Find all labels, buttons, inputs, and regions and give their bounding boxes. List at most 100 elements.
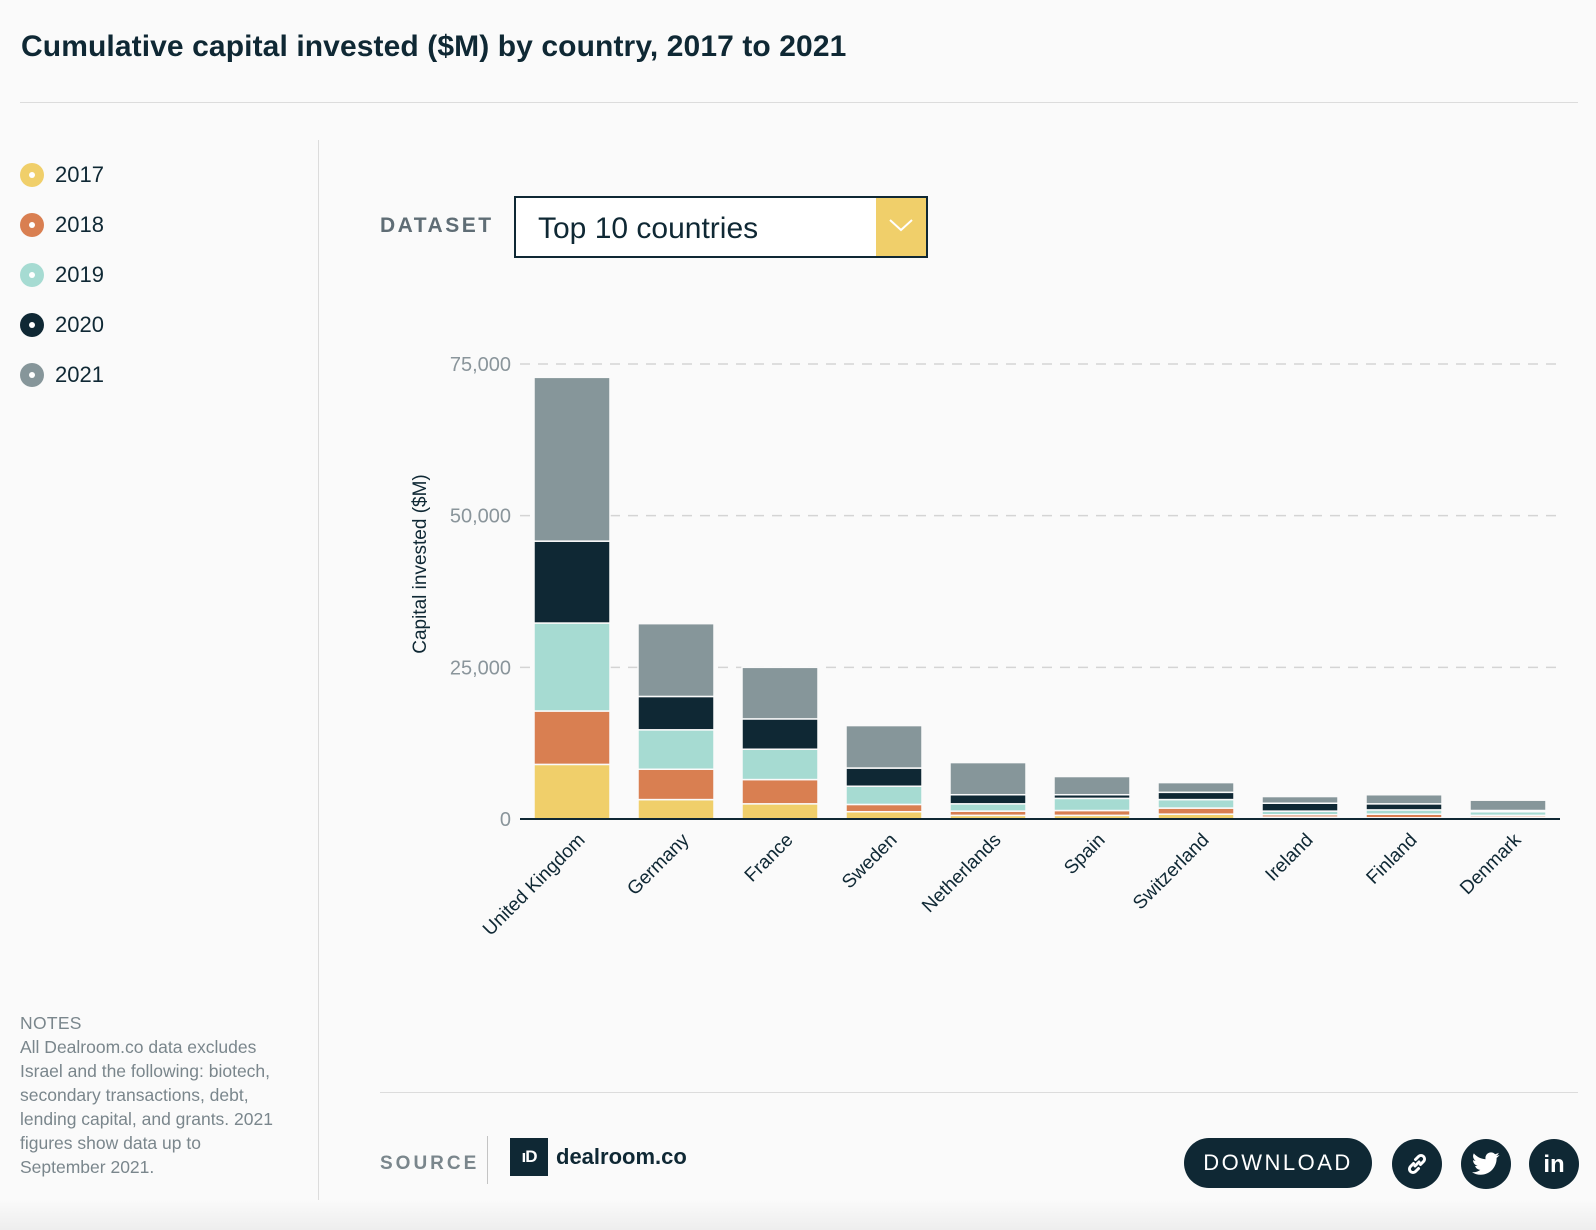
legend-marker-2021 bbox=[20, 363, 44, 387]
bar-denmark-2021[interactable] bbox=[1469, 799, 1547, 812]
bar-germany-2017[interactable] bbox=[637, 798, 715, 820]
chart-title: Cumulative capital invested ($M) by coun… bbox=[21, 30, 847, 63]
x-axis-ticks: United Kingdom Germany France Sweden Netherl… bbox=[479, 829, 1526, 940]
bar-switzerland-2020[interactable] bbox=[1157, 791, 1235, 801]
bar-netherlands-2020[interactable] bbox=[949, 793, 1027, 805]
twitter-icon bbox=[1472, 1152, 1500, 1175]
dealroom-logo-mark: ıD bbox=[510, 1138, 548, 1176]
legend-item-2017[interactable]: 2017 bbox=[20, 150, 104, 200]
x-tick-label-switzerland: Switzerland bbox=[1129, 830, 1213, 914]
bar-sweden-2019[interactable] bbox=[845, 785, 923, 806]
bar-united-kingdom-2021[interactable] bbox=[533, 376, 611, 542]
bar-united-kingdom-2017[interactable] bbox=[533, 763, 611, 820]
bar-germany-2020[interactable] bbox=[637, 695, 715, 731]
notes-title: NOTES bbox=[20, 1013, 82, 1033]
legend-label-2017: 2017 bbox=[55, 162, 104, 187]
bar-stack-switzerland[interactable] bbox=[1157, 781, 1235, 820]
legend-item-2018[interactable]: 2018 bbox=[20, 200, 104, 250]
bar-stack-denmark[interactable] bbox=[1469, 799, 1547, 820]
bar-stack-united-kingdom[interactable] bbox=[533, 376, 611, 820]
y-tick-label-25000: 25,000 bbox=[450, 657, 511, 679]
copy-link-button[interactable] bbox=[1392, 1139, 1442, 1189]
bar-france-2017[interactable] bbox=[741, 803, 819, 820]
source-divider bbox=[487, 1136, 488, 1184]
legend-marker-2017 bbox=[20, 163, 44, 187]
bar-united-kingdom-2020[interactable] bbox=[533, 540, 611, 624]
legend-marker-2019 bbox=[20, 263, 44, 287]
y-tick-label-75000: 75,000 bbox=[450, 354, 511, 376]
legend-label-2018: 2018 bbox=[55, 212, 104, 237]
legend-label-2021: 2021 bbox=[55, 362, 104, 387]
download-button[interactable]: DOWNLOAD bbox=[1184, 1138, 1372, 1188]
bar-stack-sweden[interactable] bbox=[845, 724, 923, 820]
bar-switzerland-2021[interactable] bbox=[1157, 781, 1235, 794]
bottom-fade bbox=[0, 1200, 1596, 1230]
bar-switzerland-2019[interactable] bbox=[1157, 798, 1235, 809]
bar-netherlands-2019[interactable] bbox=[949, 803, 1027, 812]
y-axis-label: Capital invested ($M) bbox=[410, 474, 431, 654]
legend-marker-2020 bbox=[20, 313, 44, 337]
dataset-label: DATASET bbox=[380, 214, 494, 237]
y-tick-label-50000: 50,000 bbox=[450, 506, 511, 528]
bar-france-2020[interactable] bbox=[741, 718, 819, 750]
x-tick-label-finland: Finland bbox=[1363, 830, 1422, 889]
link-icon bbox=[1407, 1153, 1427, 1175]
bar-sweden-2021[interactable] bbox=[845, 724, 923, 769]
bar-finland-2021[interactable] bbox=[1365, 793, 1443, 805]
notes-text: All Dealroom.co data excludes Israel and… bbox=[20, 1037, 273, 1177]
dataset-dropdown-toggle[interactable] bbox=[876, 198, 926, 256]
bar-stack-germany[interactable] bbox=[637, 622, 715, 820]
bar-stack-ireland[interactable] bbox=[1261, 795, 1339, 820]
x-tick-label-netherlands: Netherlands bbox=[918, 830, 1005, 917]
x-tick-label-denmark: Denmark bbox=[1456, 829, 1526, 899]
legend-label-2020: 2020 bbox=[55, 312, 104, 337]
x-tick-label-ireland: Ireland bbox=[1262, 830, 1318, 886]
bars bbox=[533, 376, 1547, 820]
y-tick-label-0: 0 bbox=[500, 809, 511, 831]
share-twitter-button[interactable] bbox=[1461, 1139, 1511, 1189]
footer-divider bbox=[380, 1092, 1578, 1093]
bar-germany-2021[interactable] bbox=[637, 622, 715, 698]
bar-ireland-2021[interactable] bbox=[1261, 795, 1339, 804]
bar-germany-2018[interactable] bbox=[637, 768, 715, 801]
bar-finland-2020[interactable] bbox=[1365, 803, 1443, 811]
bar-france-2018[interactable] bbox=[741, 778, 819, 805]
bar-france-2021[interactable] bbox=[741, 666, 819, 720]
bar-germany-2019[interactable] bbox=[637, 729, 715, 771]
source-label: SOURCE bbox=[380, 1153, 480, 1174]
legend-label-2019: 2019 bbox=[55, 262, 104, 287]
bar-stack-finland[interactable] bbox=[1365, 793, 1443, 820]
legend-marker-2018 bbox=[20, 213, 44, 237]
dealroom-logo-name: dealroom.co bbox=[556, 1144, 687, 1169]
bar-ireland-2020[interactable] bbox=[1261, 802, 1339, 812]
legend-item-2021[interactable]: 2021 bbox=[20, 350, 104, 400]
linkedin-icon: in bbox=[1543, 1151, 1564, 1178]
dataset-selected-value: Top 10 countries bbox=[538, 212, 759, 245]
chevron-down-icon bbox=[889, 219, 913, 232]
bar-spain-2019[interactable] bbox=[1053, 797, 1131, 812]
bar-stack-netherlands[interactable] bbox=[949, 761, 1027, 820]
bar-france-2019[interactable] bbox=[741, 748, 819, 781]
bar-stack-spain[interactable] bbox=[1053, 775, 1131, 820]
bar-sweden-2018[interactable] bbox=[845, 803, 923, 813]
legend-item-2019[interactable]: 2019 bbox=[20, 250, 104, 300]
bar-united-kingdom-2018[interactable] bbox=[533, 710, 611, 766]
bar-sweden-2020[interactable] bbox=[845, 767, 923, 787]
bar-stack-france[interactable] bbox=[741, 666, 819, 820]
legend: 2017 2018 2019 2020 2021 bbox=[20, 150, 104, 400]
bar-netherlands-2021[interactable] bbox=[949, 761, 1027, 796]
bar-switzerland-2018[interactable] bbox=[1157, 807, 1235, 815]
y-axis-ticks: 0 25,000 50,000 75,000 bbox=[450, 354, 511, 831]
bar-sweden-2017[interactable] bbox=[845, 810, 923, 820]
sidebar-divider bbox=[318, 140, 319, 1202]
x-tick-label-germany: Germany bbox=[623, 829, 693, 899]
bar-spain-2021[interactable] bbox=[1053, 775, 1131, 796]
x-tick-label-sweden: Sweden bbox=[838, 830, 901, 893]
x-tick-label-spain: Spain bbox=[1060, 830, 1109, 879]
dealroom-logo[interactable]: ıD dealroom.co bbox=[510, 1138, 687, 1176]
dataset-select[interactable]: Top 10 countries bbox=[514, 196, 928, 258]
legend-item-2020[interactable]: 2020 bbox=[20, 300, 104, 350]
x-tick-label-united-kingdom: United Kingdom bbox=[479, 830, 589, 940]
bar-united-kingdom-2019[interactable] bbox=[533, 622, 611, 712]
share-linkedin-button[interactable]: in bbox=[1529, 1139, 1579, 1189]
